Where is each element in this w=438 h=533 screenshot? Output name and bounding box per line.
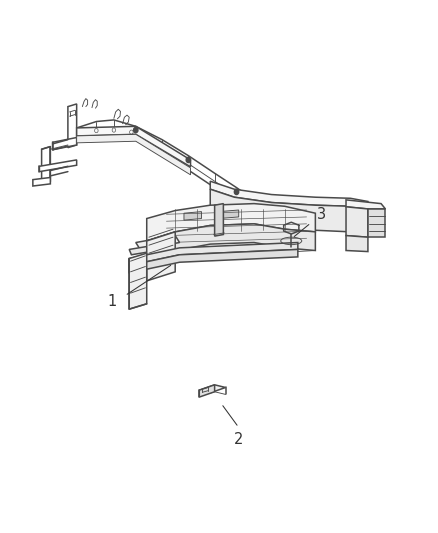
Polygon shape [215, 204, 223, 236]
Circle shape [186, 157, 191, 163]
Polygon shape [129, 243, 298, 265]
Polygon shape [346, 207, 368, 237]
Polygon shape [199, 385, 226, 393]
Polygon shape [129, 253, 147, 309]
Polygon shape [210, 189, 350, 232]
Text: 2: 2 [234, 432, 244, 447]
Polygon shape [199, 385, 215, 397]
Polygon shape [39, 160, 77, 172]
Polygon shape [68, 104, 77, 148]
Text: 1: 1 [107, 294, 117, 309]
Polygon shape [210, 181, 368, 209]
Circle shape [234, 189, 239, 195]
Polygon shape [129, 249, 298, 273]
Polygon shape [147, 232, 175, 281]
Text: 3: 3 [318, 207, 326, 222]
Polygon shape [219, 210, 239, 219]
Polygon shape [77, 134, 191, 175]
Polygon shape [77, 126, 191, 167]
Polygon shape [147, 204, 315, 241]
Polygon shape [147, 224, 315, 260]
Polygon shape [33, 177, 50, 186]
Polygon shape [346, 200, 385, 209]
Circle shape [134, 127, 138, 133]
Polygon shape [42, 147, 50, 184]
Polygon shape [136, 236, 180, 249]
Polygon shape [184, 212, 201, 220]
Polygon shape [53, 138, 77, 150]
Polygon shape [346, 236, 368, 252]
Polygon shape [129, 243, 173, 255]
Polygon shape [368, 209, 385, 237]
